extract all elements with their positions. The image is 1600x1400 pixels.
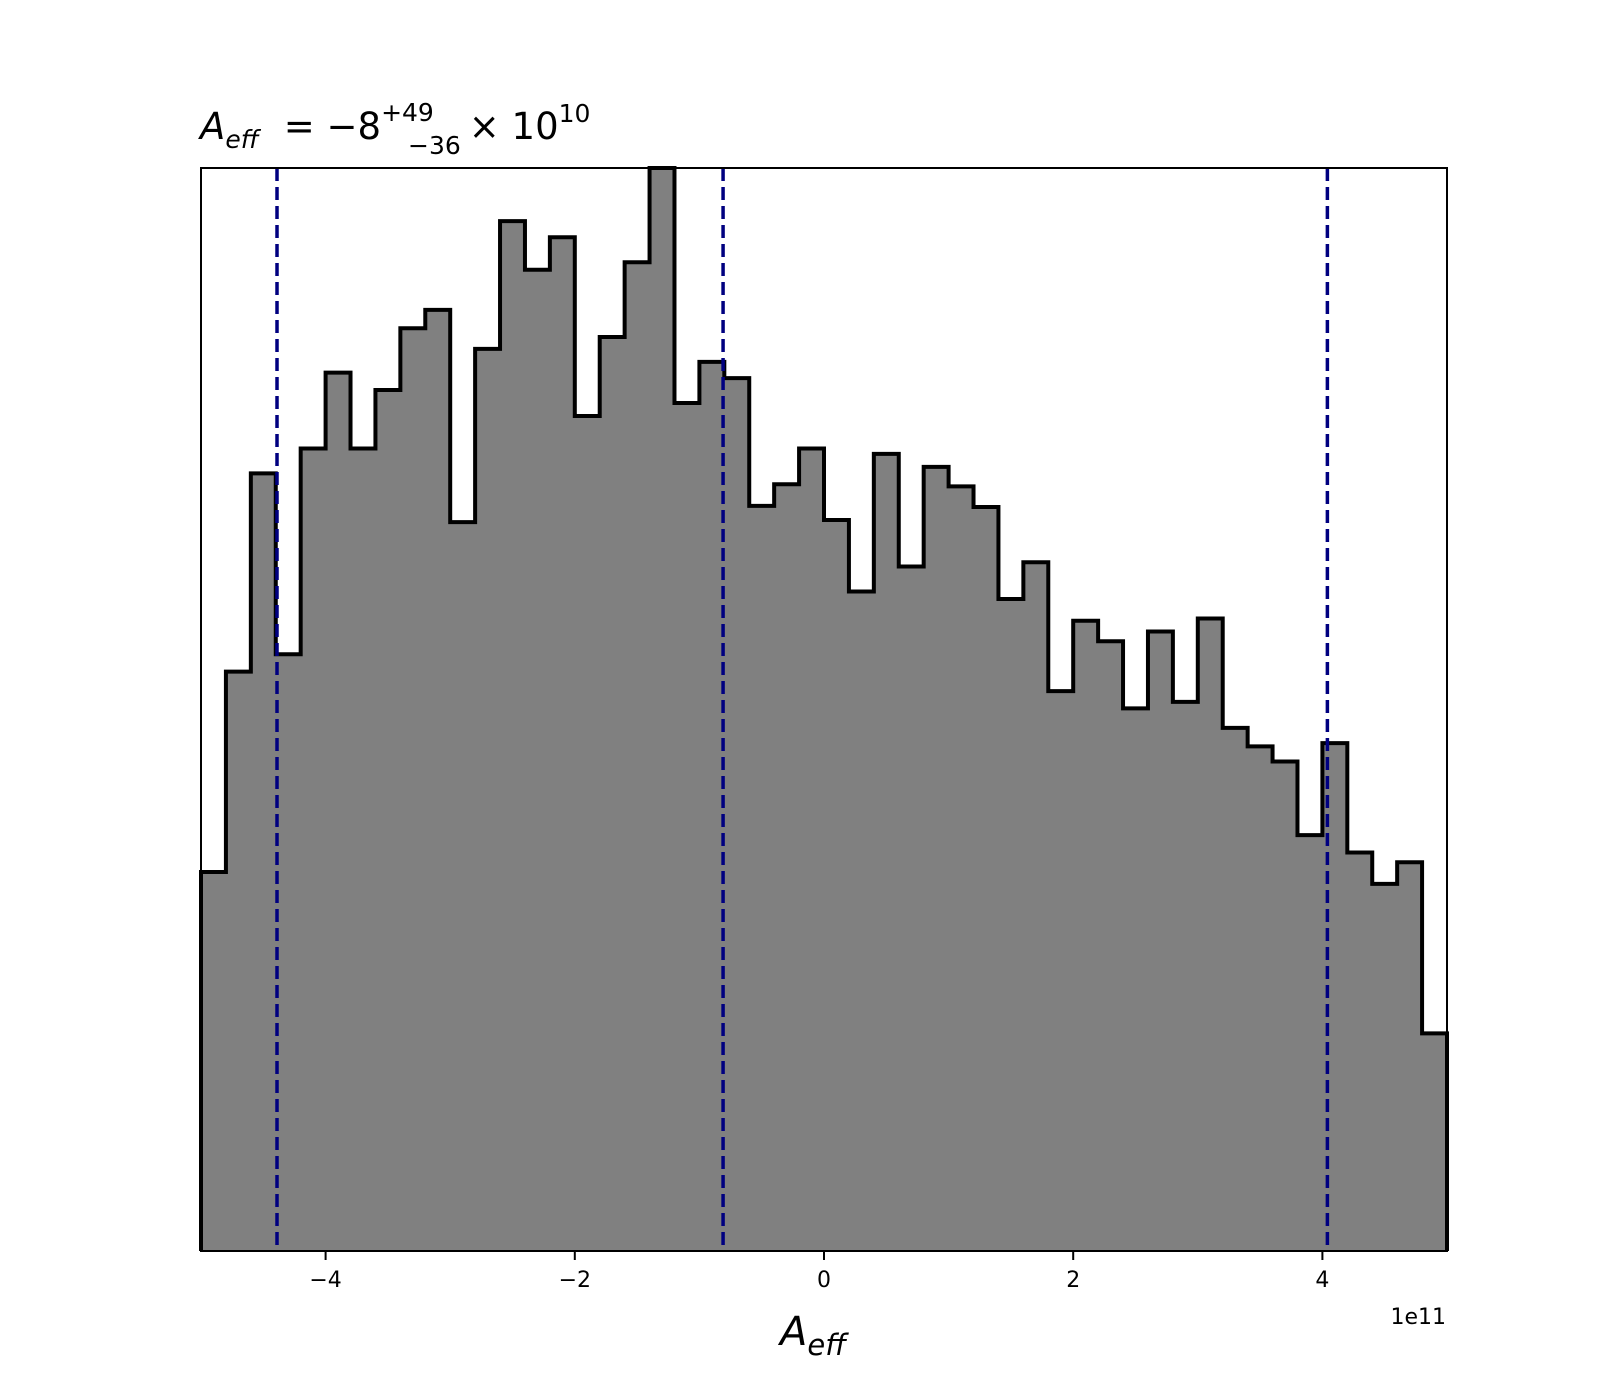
histogram-bin [250,473,277,1251]
histogram-bin [799,448,825,1251]
histogram-bin [524,269,551,1251]
histogram-bin [1098,641,1124,1251]
x-tick-label: −4 [309,1268,341,1293]
histogram-bin [873,453,900,1251]
histogram-bin [275,654,302,1251]
histogram-bin [325,372,352,1251]
x-tick-label: 2 [1066,1268,1080,1293]
histogram-bin [649,168,676,1251]
histogram-bin [1023,562,1049,1251]
histogram-bin [500,221,526,1251]
x-axis-label-subscript: eff [807,1328,849,1362]
x-axis-ticks: −4 −2 0 2 4 [309,1251,1329,1293]
histogram-bin [1073,620,1099,1251]
histogram-bin [375,390,401,1251]
quantile-lines [275,168,1330,1251]
histogram-bin [848,591,875,1251]
histogram-bin [998,599,1024,1251]
x-axis-label-symbol: A [777,1309,807,1355]
x-axis-offset-label: 1e11 [1390,1305,1446,1330]
title-symbol: A [198,105,225,148]
histogram-bin [1048,691,1074,1251]
chart-title: Aeff = −8+49 −36 × 1010 [198,98,590,160]
histogram-bin [549,237,576,1251]
x-axis-label: Aeff [777,1309,849,1362]
histogram-bin [450,522,476,1251]
histogram-bin [724,378,750,1251]
histogram-bin [824,519,850,1251]
histogram-bin [774,484,800,1252]
x-tick-label: 0 [817,1268,831,1293]
histogram-bin [1272,761,1299,1251]
histogram-bin [574,416,601,1252]
histogram-bin [599,336,626,1251]
histogram-bin [201,871,227,1251]
histogram-bin [624,262,651,1251]
histogram-bin [1297,835,1323,1251]
histogram-bin [425,309,451,1251]
histogram-bin [400,328,426,1251]
title-multiplier: × 10 [469,105,559,148]
histogram-bins [201,168,1448,1252]
histogram-bin [1123,708,1149,1251]
histogram-bin [1247,746,1274,1251]
plot-area [199,166,1449,1252]
x-tick-label: −2 [559,1268,591,1293]
histogram-bin [1372,883,1398,1251]
histogram-bin [1147,631,1174,1251]
histogram-bin [898,566,925,1251]
histogram-bin [475,348,501,1252]
histogram-bin [923,466,950,1252]
title-value: = −8 [284,105,381,148]
title-symbol-subscript: eff [225,125,261,154]
histogram-bin [699,361,725,1251]
histogram-bin [300,448,327,1251]
histogram-outline [199,166,1449,1251]
histogram-bin [749,505,775,1251]
histogram-bin [1172,701,1199,1251]
title-exponent: 10 [559,99,591,128]
histogram-bin [948,486,975,1252]
histogram-bin [674,403,700,1251]
histogram-bin [973,506,1000,1251]
histogram-bin [1347,852,1373,1251]
title-upper-error: +49 [381,98,434,127]
histogram-bin [1422,1033,1448,1251]
title-lower-error: −36 [408,131,461,160]
histogram-bin [1397,862,1423,1251]
x-tick-label: 4 [1315,1268,1329,1293]
histogram-bin [1197,618,1224,1251]
histogram-bin [350,448,377,1251]
histogram-bin [1222,727,1249,1251]
histogram-bin [225,671,252,1251]
